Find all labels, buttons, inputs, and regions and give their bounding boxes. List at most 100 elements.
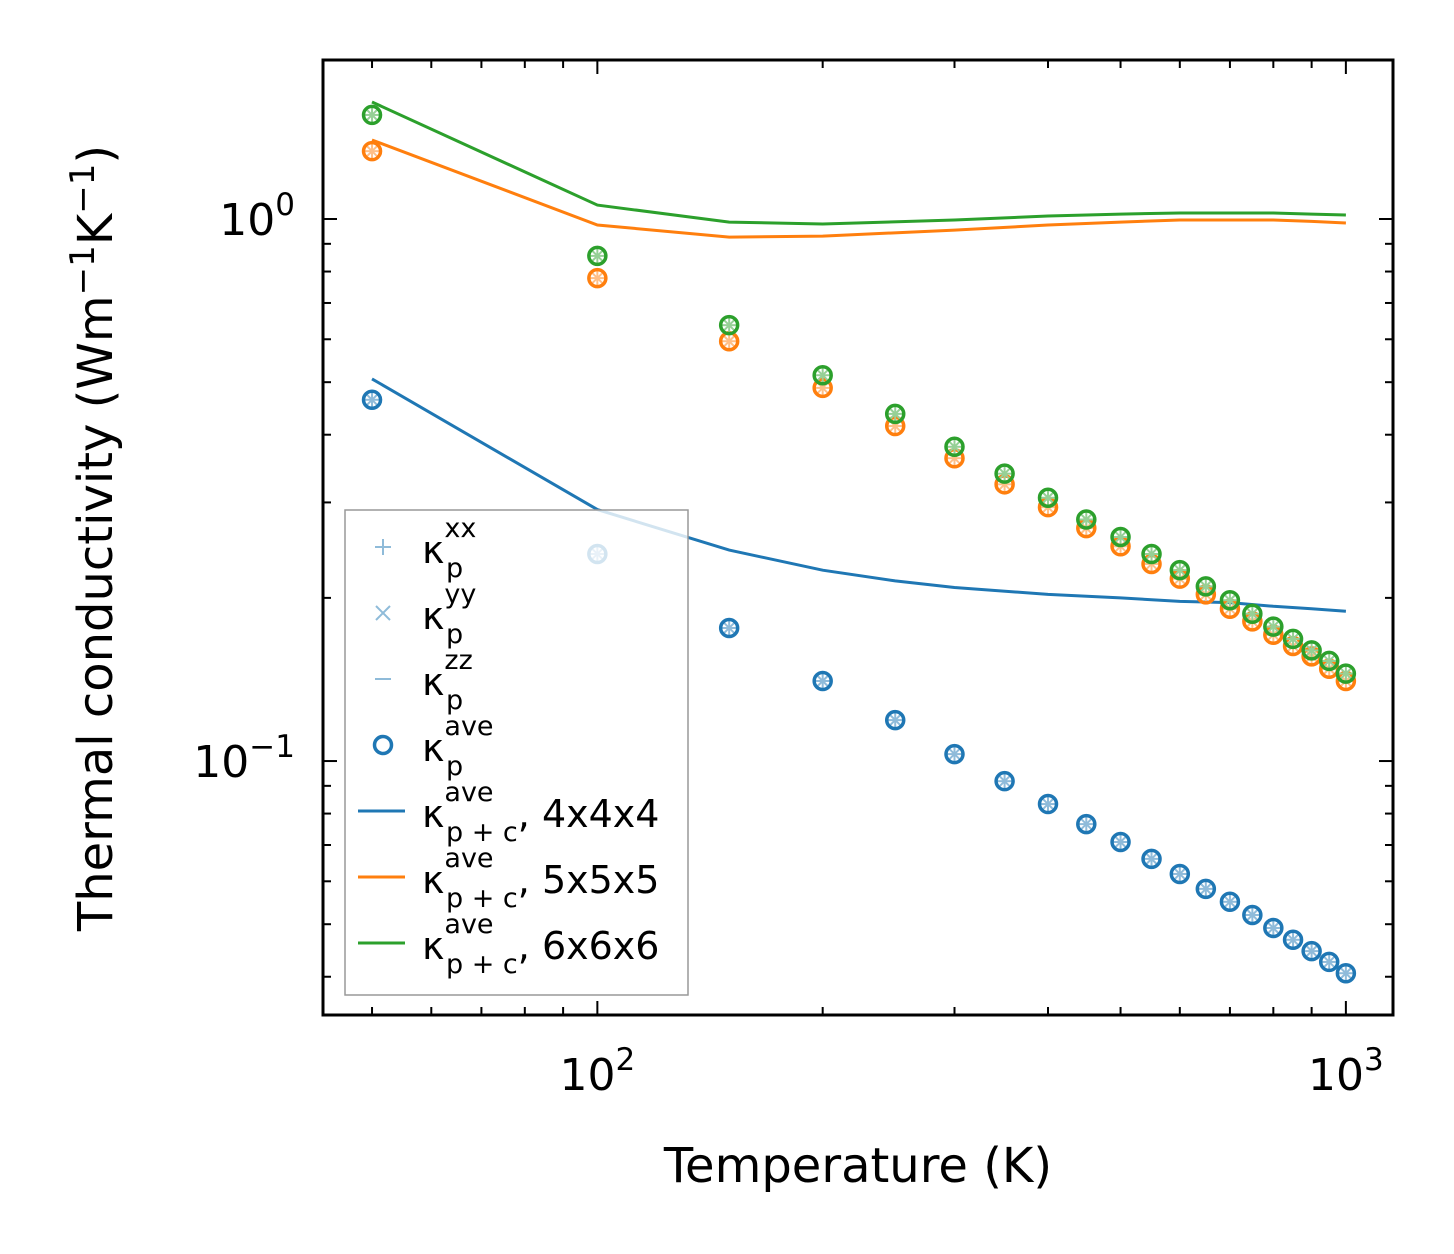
- legend-entry: κzz p: [375, 645, 473, 716]
- x-marker: [1224, 896, 1236, 908]
- x-marker: [1080, 818, 1093, 830]
- circle-marker: [1195, 878, 1217, 900]
- y-axis-label: Thermal conductivity (Wm−1K−1): [63, 145, 124, 932]
- x-marker: [1340, 967, 1352, 979]
- x-marker: [1287, 633, 1299, 645]
- legend-box: [344, 509, 689, 996]
- legend-entry: κave p: [372, 711, 494, 782]
- circle-marker: [361, 389, 383, 411]
- x-marker: [889, 408, 901, 420]
- circle-marker: [1301, 940, 1322, 962]
- legend-entry: κxx p: [375, 513, 476, 584]
- x-marker: [1305, 644, 1318, 657]
- data-point: [1110, 526, 1131, 548]
- data-point: [1282, 929, 1304, 951]
- circle-marker: [1219, 891, 1241, 913]
- x-marker: [1224, 594, 1236, 606]
- circle-marker: [1141, 543, 1162, 565]
- circle-marker: [944, 743, 965, 765]
- data-point: [812, 364, 833, 386]
- legend-entry: κave p + c, 6x6x6: [358, 909, 659, 980]
- data-point: [718, 314, 740, 336]
- legend-label: κyy p: [422, 579, 476, 650]
- circle-marker: [1076, 509, 1097, 530]
- circle-marker: [361, 104, 383, 126]
- circle-marker: [1301, 640, 1322, 661]
- x-marker: [591, 250, 604, 262]
- data-point: [884, 403, 906, 425]
- data-point: [1169, 863, 1191, 885]
- circle-marker: [812, 670, 833, 692]
- circle-marker: [994, 770, 1015, 792]
- circle-marker: [1037, 793, 1059, 815]
- data-point: [1335, 663, 1357, 684]
- data-point: [884, 709, 906, 731]
- x-icon: [375, 605, 391, 621]
- data-point: [1195, 878, 1217, 900]
- data-point: [1263, 616, 1284, 637]
- x-marker: [1080, 513, 1093, 526]
- data-point: [361, 389, 383, 411]
- circle-marker: [1335, 663, 1357, 684]
- x-marker: [723, 622, 735, 634]
- x-marker: [366, 145, 378, 157]
- plot-frame: [321, 58, 1395, 1017]
- data-point: [994, 474, 1015, 495]
- circle-marker: [1318, 650, 1340, 672]
- series-line-1: [371, 138, 1346, 239]
- data-point: [1318, 951, 1340, 973]
- x-tick-label: 103: [1308, 1042, 1384, 1101]
- circle-marker: [1110, 526, 1131, 548]
- circle-marker: [718, 314, 740, 336]
- circle-marker: [1263, 917, 1284, 939]
- data-point: [1195, 576, 1217, 597]
- data-point: [1335, 962, 1357, 984]
- x-marker: [1174, 564, 1186, 576]
- x-marker: [1305, 945, 1318, 957]
- circle-marker: [361, 140, 383, 162]
- x-marker: [1114, 836, 1127, 848]
- circle-marker: [1195, 576, 1217, 597]
- legend-label: κave p + c, 4x4x4: [422, 777, 659, 848]
- data-point: [1318, 650, 1340, 672]
- data-point: [944, 436, 965, 458]
- data-point: [994, 463, 1015, 484]
- circle-marker: [1318, 951, 1340, 973]
- data-point: [1141, 848, 1162, 870]
- x-marker: [1246, 909, 1259, 921]
- y-tick-label: 10−1: [193, 729, 295, 788]
- circle-marker: [1076, 813, 1097, 835]
- circle-marker: [718, 617, 740, 639]
- circle-marker: [1242, 904, 1263, 926]
- x-marker: [1267, 620, 1280, 633]
- data-point: [1037, 487, 1059, 509]
- x-marker: [723, 319, 735, 331]
- series-line-0: [371, 377, 1347, 613]
- data-point: [1263, 917, 1284, 939]
- x-marker: [1340, 667, 1352, 680]
- x-tick-label: 102: [559, 1042, 635, 1101]
- circle-marker: [812, 364, 833, 386]
- x-marker: [1200, 883, 1212, 895]
- x-marker: [1246, 607, 1259, 620]
- data-point: [1219, 891, 1241, 913]
- circle-marker: [1263, 616, 1284, 637]
- circle-marker: [884, 709, 906, 731]
- data-point: [718, 617, 740, 639]
- x-marker: [723, 335, 735, 347]
- x-marker: [998, 775, 1011, 787]
- circle-marker: [1242, 603, 1263, 624]
- circle-marker: [1110, 831, 1131, 853]
- circle-marker: [1169, 559, 1191, 581]
- x-marker: [1287, 934, 1299, 946]
- circle-marker: [1282, 628, 1304, 650]
- x-marker: [889, 714, 901, 726]
- x-marker: [1145, 853, 1158, 865]
- data-point: [812, 670, 833, 692]
- legend-label: κave p + c, 5x5x5: [422, 843, 659, 914]
- x-marker: [1042, 798, 1054, 810]
- x-marker: [1267, 922, 1280, 934]
- data-point: [1141, 543, 1162, 565]
